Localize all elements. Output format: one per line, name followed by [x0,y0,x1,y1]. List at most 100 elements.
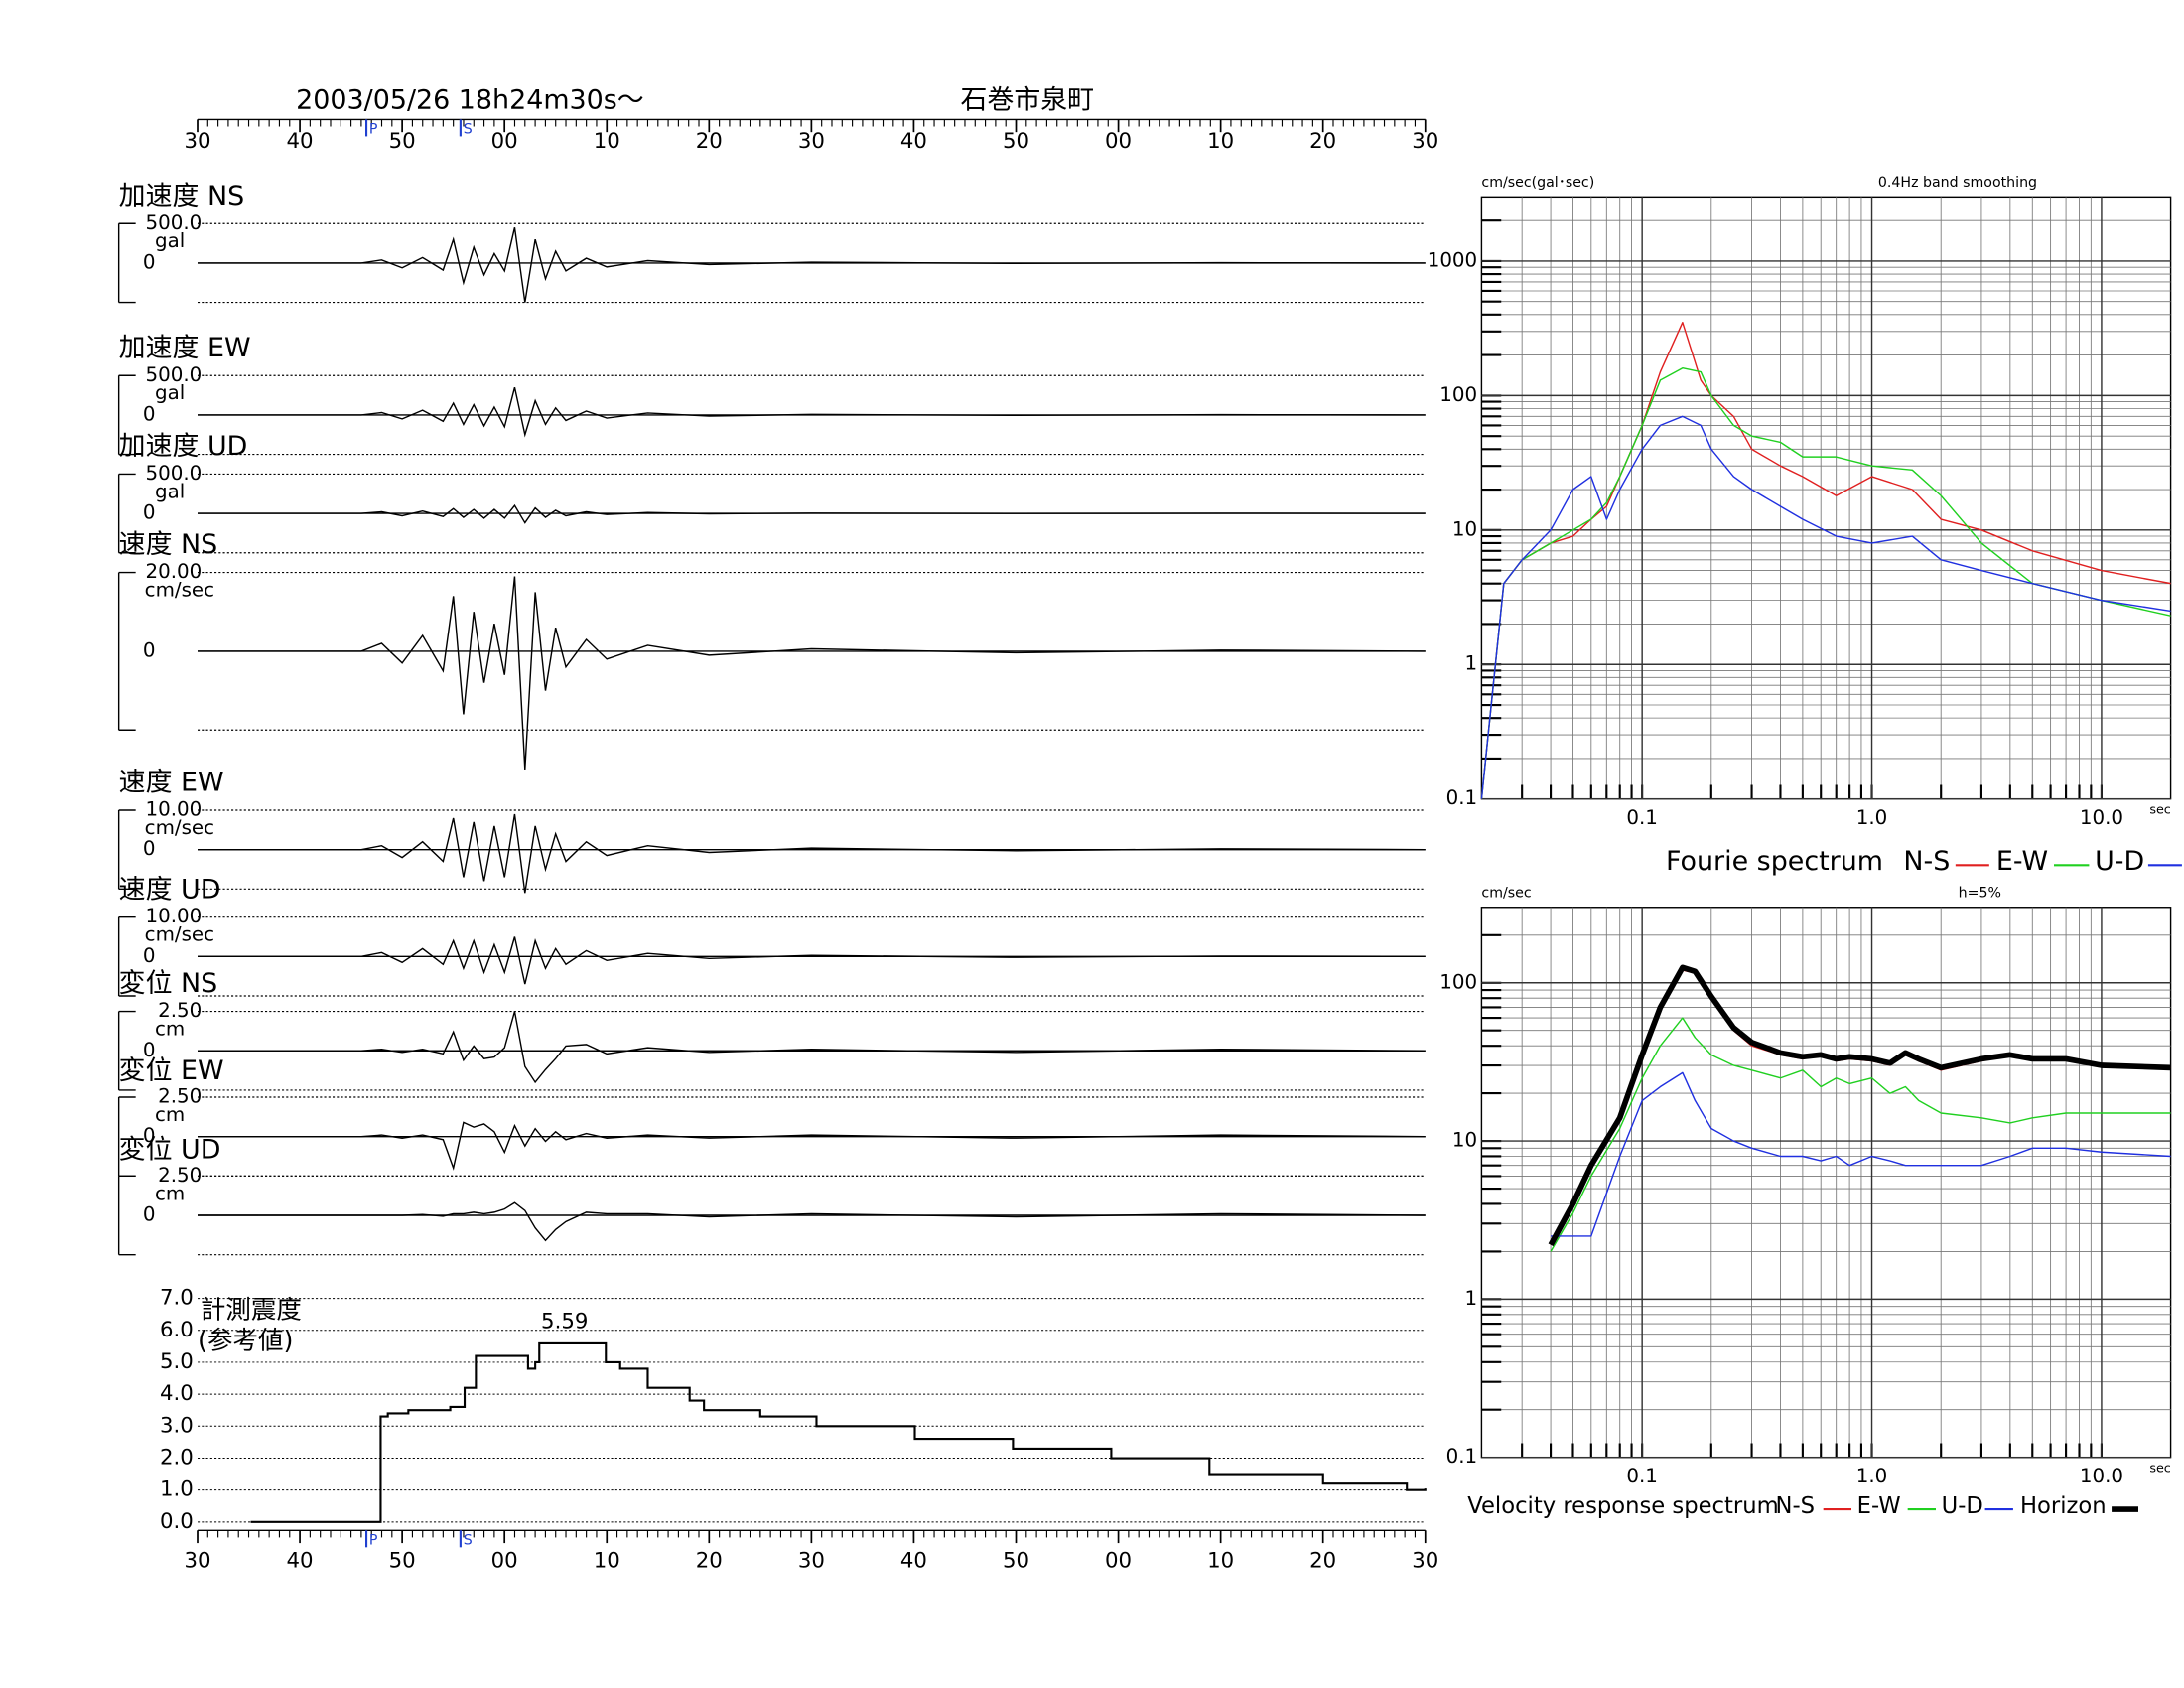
x-tick-label: 50 [1003,1549,1029,1574]
chart-subtitle: h=5% [1959,886,2001,902]
y-tick-label: 2.50 [158,999,202,1022]
x-tick-label: 30 [1412,1549,1438,1574]
waveform [198,576,1426,770]
y-tick-label: 0 [143,837,156,860]
unit-label: gal [155,381,185,404]
x-tick-label: 40 [900,1549,927,1574]
x-tick-label: 10 [1207,129,1234,154]
legend-label: Horizon [2020,1493,2107,1519]
x-tick-label: 1.0 [1856,1465,1888,1487]
panel-label: 変位 NS [119,968,218,999]
x-tick-label: 10.0 [2080,806,2123,829]
x-tick-label: 30 [798,1549,825,1574]
x-tick-label: 50 [389,1549,416,1574]
x-axis-label: sec [2149,1462,2171,1477]
x-tick-label: 50 [1003,129,1029,154]
spectrum-line [1480,415,2171,799]
spectrum-line [1550,1017,2171,1252]
x-tick-label: 00 [1105,1549,1132,1574]
y-axis-label: cm/sec(gal･sec) [1481,175,1594,191]
y-tick-label: 100 [1439,970,1477,993]
legend-title: Velocity response spectrum [1467,1493,1778,1519]
y-tick-label: 1 [1465,652,1478,675]
panel-label: 速度 NS [119,529,218,560]
waveform [198,1121,1426,1171]
spectrum-line [1548,964,2171,1247]
x-tick-label: 0.1 [1626,806,1658,829]
x-axis-label: sec [2149,803,2171,818]
x-tick-label: 20 [696,129,723,154]
spectrum-line [1480,367,2171,799]
panel-label: 変位 UD [119,1134,221,1165]
peak-label: 5.59 [541,1310,588,1335]
x-tick-label: 30 [184,1549,210,1574]
waveform [198,1201,1426,1242]
x-tick-label: 20 [1309,129,1336,154]
station-name: 石巻市泉町 [961,85,1095,116]
y-tick-label: 1.0 [160,1477,194,1502]
y-tick-label: 500.0 [145,462,202,485]
panel-label: 変位 EW [119,1055,224,1086]
x-tick-label: 30 [798,129,825,154]
chart-title: 計測震度 [201,1295,302,1325]
panel-label: 加速度 NS [119,181,244,211]
chart-subtitle: (参考値) [198,1327,293,1356]
legend-label: U-D [1942,1493,1983,1519]
unit-label: cm/sec [145,923,214,946]
y-tick-label: 1000 [1428,248,1477,271]
x-tick-label: 10.0 [2080,1465,2123,1487]
x-tick-label: 0.1 [1626,1465,1658,1487]
waveform [198,386,1426,438]
y-tick-label: 7.0 [160,1286,194,1311]
x-tick-label: 00 [491,129,518,154]
unit-label: cm [155,1182,185,1204]
y-tick-label: 20.00 [145,560,202,583]
legend-label: U-D [2095,846,2144,877]
x-tick-label: 10 [594,129,620,154]
x-tick-label: 40 [287,1549,314,1574]
y-tick-label: 10 [1452,1129,1477,1152]
spectrum-line [1551,1071,2171,1237]
date-time: 2003/05/26 18h24m30s〜 [296,85,644,116]
y-tick-label: 0 [143,250,156,273]
y-tick-label: 0 [143,944,156,967]
x-tick-label: 30 [184,129,210,154]
panel-label: 加速度 UD [119,431,248,462]
legend-label: E-W [1857,1493,1901,1519]
panel-label: 速度 UD [119,874,221,905]
y-tick-label: 10.00 [145,798,202,821]
panel-label: 速度 EW [119,768,224,798]
x-tick-label: 10 [594,1549,620,1574]
y-tick-label: 0 [143,402,156,425]
phase-label: P [369,1532,378,1548]
y-tick-label: 0.1 [1446,1445,1478,1468]
x-tick-label: 40 [287,129,314,154]
x-tick-label: 10 [1207,1549,1234,1574]
legend-label: N-S [1903,846,1950,877]
y-tick-label: 6.0 [160,1318,194,1342]
x-tick-label: 20 [696,1549,723,1574]
chart-subtitle: 0.4Hz band smoothing [1878,175,2037,191]
intensity-curve [250,1341,1427,1523]
legend-label: N-S [1776,1493,1816,1519]
unit-label: cm/sec [145,816,214,839]
unit-label: cm [155,1018,185,1041]
legend-label: E-W [1996,846,2048,877]
y-tick-label: 0 [143,501,156,524]
y-tick-label: 2.50 [158,1085,202,1108]
y-tick-label: 100 [1439,383,1477,406]
x-tick-label: 00 [491,1549,518,1574]
phase-label: P [369,121,378,137]
x-tick-label: 30 [1412,129,1438,154]
waveform [198,503,1426,524]
y-tick-label: 0 [143,1124,156,1147]
x-tick-label: 1.0 [1856,806,1888,829]
x-tick-label: 50 [389,129,416,154]
panel-label: 加速度 EW [119,333,251,363]
y-tick-label: 3.0 [160,1413,194,1438]
unit-label: gal [155,480,185,502]
y-tick-label: 5.0 [160,1349,194,1374]
y-tick-label: 0.1 [1446,786,1478,809]
